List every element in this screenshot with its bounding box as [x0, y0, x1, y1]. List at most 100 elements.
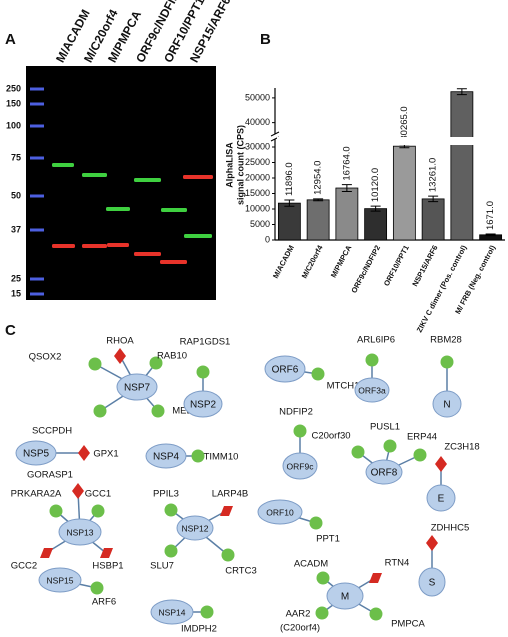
partner-label: GPX1: [93, 449, 118, 460]
hub-node: [426, 484, 456, 512]
hub-label: M: [341, 592, 349, 603]
gel-band: [184, 234, 212, 238]
panel-label: B: [260, 31, 271, 48]
partner-label: RAP1GDS1: [180, 337, 231, 348]
gel-band: [52, 244, 75, 248]
ladder-band: [30, 194, 44, 198]
bar: [335, 187, 359, 241]
partner-node: [369, 607, 383, 621]
partner-node: [293, 424, 307, 438]
partner-label: PMPCA: [391, 619, 425, 630]
value-label: 30265.0: [399, 106, 410, 140]
partner-node: [100, 548, 113, 558]
hub-node: [326, 582, 364, 610]
y-tick-label: 15000: [245, 188, 270, 198]
partner-node: [78, 445, 90, 461]
partner-label: RBM28: [430, 335, 462, 346]
hub-node: [176, 515, 214, 541]
partner-node: [151, 404, 165, 418]
partner-label: MEL: [172, 406, 192, 417]
ladder-band: [30, 228, 44, 232]
partner-label: RTN4: [385, 558, 410, 569]
gel-band: [134, 252, 161, 256]
ladder-band: [30, 124, 44, 128]
hub-node: [15, 440, 57, 466]
hub-label: NSP4: [153, 452, 180, 463]
hub-label: ORF6: [272, 365, 299, 376]
panel-label: C: [5, 322, 16, 339]
bar: [277, 202, 301, 241]
hub-node: [365, 459, 403, 485]
ladder-label: 37: [11, 224, 21, 234]
error-bar: [313, 198, 324, 202]
partner-node: [164, 503, 178, 517]
hub-node: [257, 499, 303, 525]
hub-node: [264, 355, 306, 383]
partner-label: SCCPDH: [32, 426, 72, 437]
partner-node: [426, 535, 438, 551]
ladder-band: [30, 292, 44, 296]
partner-label: CRTC3: [225, 566, 257, 577]
value-label: 1671.0: [485, 201, 496, 230]
hub-node: [38, 567, 82, 593]
hub-label: NSP7: [124, 383, 151, 394]
hub-label: NSP2: [190, 400, 217, 411]
partner-node: [435, 456, 447, 472]
error-bar: [284, 199, 295, 207]
gel-band: [107, 243, 129, 247]
partner-label: C20orf30: [311, 431, 350, 442]
ladder-label: 50: [11, 190, 21, 200]
ladder-label: 150: [6, 98, 21, 108]
gel-band: [134, 178, 161, 182]
hub-node: [116, 373, 158, 401]
bar: [364, 208, 388, 241]
gel-band: [161, 208, 187, 212]
hub-node: [183, 390, 223, 418]
partner-node: [72, 483, 84, 499]
partner-node: [369, 573, 382, 583]
y-tick-label: 5000: [250, 219, 270, 229]
partner-node: [91, 504, 105, 518]
partner-node: [309, 516, 323, 530]
gel-band: [106, 207, 130, 211]
hub-node: [145, 443, 187, 469]
hub-label: NSP14: [159, 607, 186, 617]
partner-label: GCC2: [11, 561, 37, 572]
ladder-label: 75: [11, 152, 21, 162]
partner-node: [413, 448, 427, 462]
partner-node: [221, 548, 235, 562]
partner-node: [88, 357, 102, 371]
partner-node: [93, 404, 107, 418]
hub-node: [418, 567, 446, 597]
partner-node: [90, 581, 104, 595]
ladder-label: 25: [11, 273, 21, 283]
partner-node: [315, 606, 329, 620]
ladder-label: 15: [11, 288, 21, 298]
partner-label: MTCH1: [327, 381, 360, 392]
partner-node: [311, 367, 325, 381]
ladder-band: [30, 156, 44, 160]
bar: [392, 145, 416, 241]
partner-sublabel: (C20orf4): [280, 623, 320, 634]
partner-label: PRKARA2A: [11, 489, 62, 500]
gel-band: [82, 173, 107, 177]
partner-node: [440, 355, 454, 369]
y-axis-label: signal count (CPS): [235, 125, 245, 205]
partner-node: [191, 449, 205, 463]
partner-node: [365, 353, 379, 367]
ladder-band: [30, 277, 44, 281]
partner-label: ACADM: [294, 559, 328, 570]
hub-label: ORF10: [266, 507, 294, 517]
panel-label: A: [5, 31, 16, 48]
hub-label: NSP15: [47, 575, 74, 585]
ladder-label: 100: [6, 120, 21, 130]
y-tick-label: 30000: [245, 141, 270, 151]
partner-label: ZDHHC5: [431, 523, 470, 534]
hub-label: ORF9c: [287, 461, 315, 471]
partner-label: RHOA: [106, 336, 134, 347]
x-tick-label: M/ACADM: [271, 244, 296, 280]
x-tick-label: NSP15/ARF6: [410, 244, 439, 288]
partner-label: RAB10: [157, 351, 187, 362]
axis-break-gap: [277, 137, 507, 145]
ladder-band: [30, 102, 44, 106]
